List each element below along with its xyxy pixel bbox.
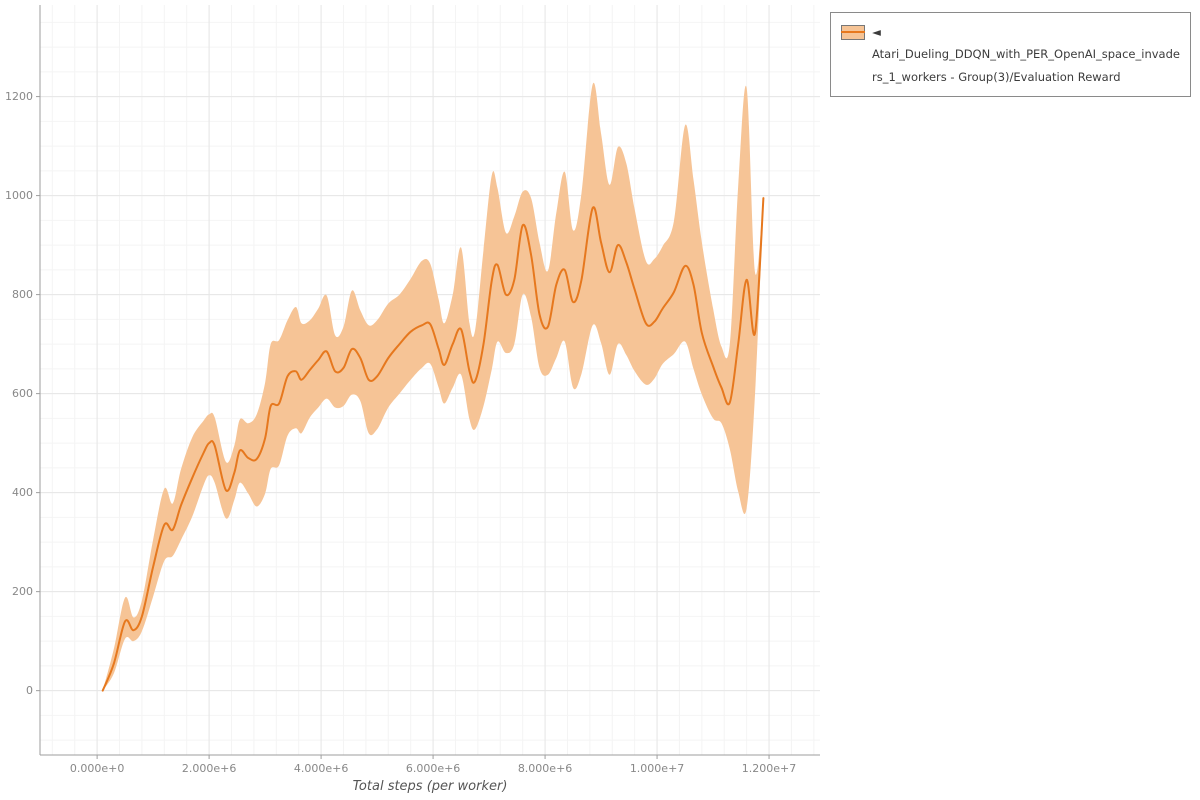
x-axis-label: Total steps (per worker) [352,779,508,794]
x-tick-label: 2.000e+6 [182,762,236,775]
y-tick-label: 200 [12,585,33,598]
x-tick-label: 6.000e+6 [406,762,460,775]
legend-band-line-swatch [841,25,865,40]
y-tick-label: 1000 [5,189,33,202]
x-tick-label: 0.000e+0 [70,762,124,775]
legend-label: ◄ Atari_Dueling_DDQN_with_PER_OpenAI_spa… [872,25,1180,84]
y-tick-label: 0 [26,684,33,697]
x-tick-label: 1.000e+7 [630,762,684,775]
y-tick-label: 800 [12,288,33,301]
reward-line [101,197,765,692]
y-tick-label: 400 [12,486,33,499]
x-tick-label: 1.200e+7 [742,762,796,775]
x-tick-label: 8.000e+6 [518,762,572,775]
legend-line-icon [841,31,865,33]
confidence-band [102,82,764,691]
x-tick-label: 4.000e+6 [294,762,348,775]
y-tick-label: 600 [12,387,33,400]
legend[interactable]: ◄ Atari_Dueling_DDQN_with_PER_OpenAI_spa… [830,12,1191,98]
y-tick-label: 1200 [5,90,33,103]
